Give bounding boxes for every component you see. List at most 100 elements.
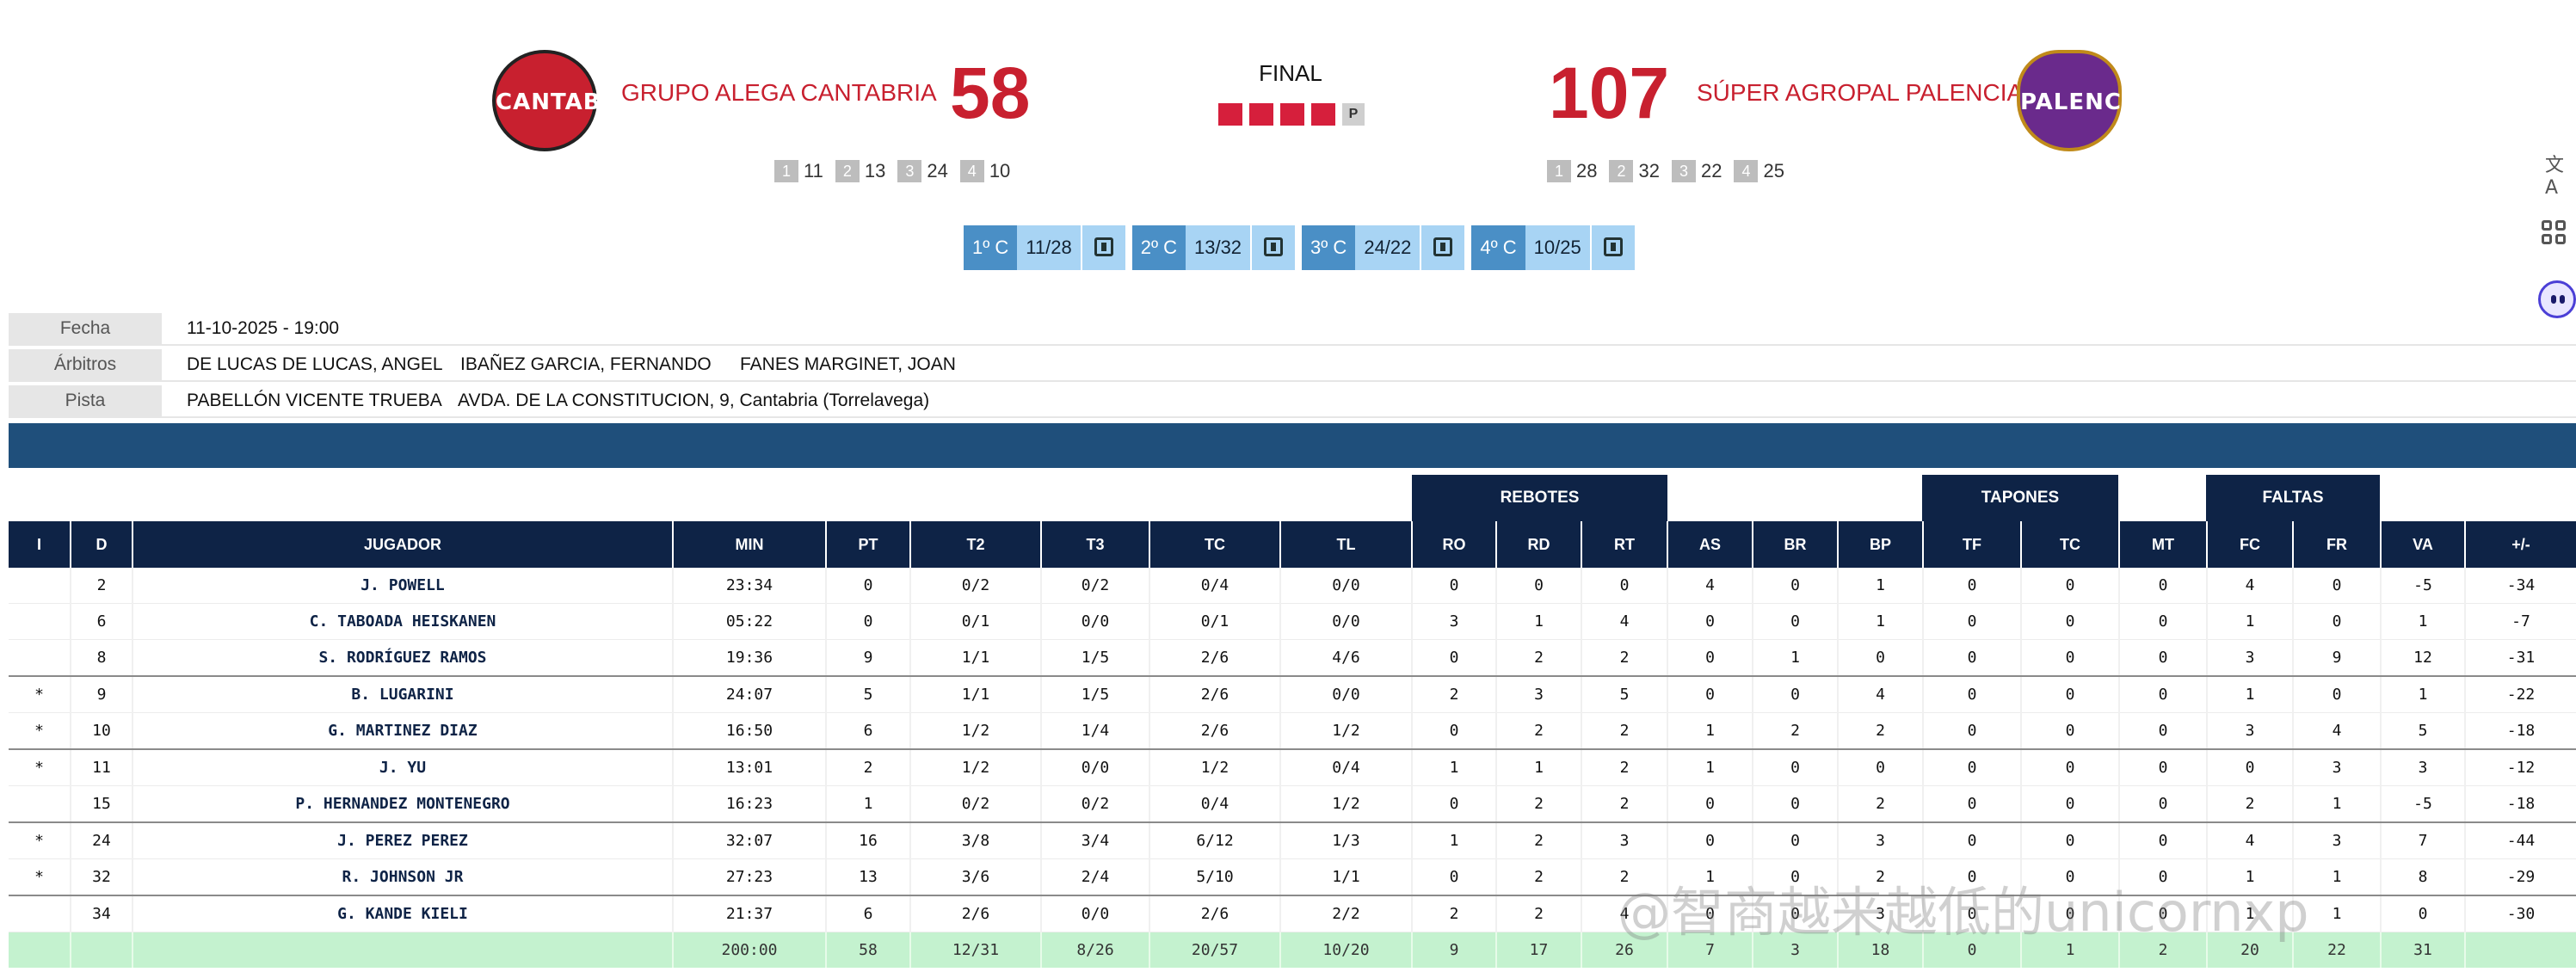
download-icon[interactable]	[1250, 225, 1296, 270]
date-label: Fecha	[9, 313, 162, 344]
quarter-tab-score[interactable]: 13/32	[1185, 225, 1251, 270]
column-header[interactable]: FC	[2206, 521, 2293, 568]
column-header[interactable]: TC	[1149, 521, 1280, 568]
table-row[interactable]: * 10 G. MARTINEZ DIAZ 16:50 6 1/2 1/4 2/6 1/2 0 2 2…	[9, 712, 2576, 750]
column-header[interactable]: D	[70, 521, 132, 568]
table-cell: 2/6	[909, 895, 1041, 932]
column-header[interactable]: +/-	[2464, 521, 2576, 568]
table-cell: 1/3	[1279, 822, 1412, 859]
table-cell: 0	[1667, 822, 1753, 859]
table-cell: 1	[2206, 895, 2293, 932]
quarter-tab-2[interactable]: 2º C 13/32	[1131, 225, 1296, 270]
quarter-tab-1[interactable]: 1º C 11/28	[964, 225, 1125, 270]
table-cell: 0	[1667, 639, 1753, 677]
quarter-number: 4	[959, 160, 984, 182]
column-header[interactable]: BP	[1837, 521, 1923, 568]
player-name[interactable]: G. KANDE KIELI	[132, 895, 673, 932]
away-team-name[interactable]: SÚPER AGROPAL PALENCIA	[1697, 79, 2024, 106]
quarter-tab-label[interactable]: 2º C	[1131, 225, 1186, 270]
home-team-name[interactable]: GRUPO ALEGA CANTABRIA	[621, 79, 937, 106]
table-cell: 0	[2020, 603, 2119, 640]
column-header[interactable]: RO	[1411, 521, 1496, 568]
table-row[interactable]: 34 G. KANDE KIELI 21:37 6 2/6 0/0 2/6 2/2 2 2 4 0 0 3…	[9, 895, 2576, 932]
column-header[interactable]: RD	[1495, 521, 1581, 568]
total-cell: 17	[1495, 932, 1581, 968]
player-name[interactable]: P. HERNANDEZ MONTENEGRO	[132, 785, 673, 823]
column-header[interactable]: JUGADOR	[132, 521, 673, 568]
table-cell: 0	[2020, 712, 2119, 750]
column-header[interactable]: PT	[825, 521, 910, 568]
quarter-score: 1 11	[774, 160, 827, 182]
table-cell: 32:07	[672, 822, 826, 859]
column-header[interactable]: BR	[1752, 521, 1838, 568]
table-cell: -22	[2464, 676, 2576, 713]
player-name[interactable]: G. MARTINEZ DIAZ	[132, 712, 673, 750]
player-name[interactable]: J. YU	[132, 749, 673, 786]
table-cell: *	[9, 822, 71, 859]
column-header[interactable]: AS	[1667, 521, 1753, 568]
table-cell: 4	[2206, 822, 2293, 859]
quarter-tab-label[interactable]: 4º C	[1471, 225, 1525, 270]
table-cell: 1	[1495, 603, 1581, 640]
column-header[interactable]: I	[9, 521, 71, 568]
column-header[interactable]: MT	[2118, 521, 2207, 568]
table-row[interactable]: * 24 J. PEREZ PEREZ 32:07 16 3/8 3/4 6/12 1/3 1 2 3…	[9, 822, 2576, 859]
table-cell: 2	[1411, 676, 1496, 713]
column-header[interactable]: RT	[1581, 521, 1667, 568]
player-name[interactable]: S. RODRÍGUEZ RAMOS	[132, 639, 673, 677]
table-cell: 9	[2292, 639, 2381, 677]
player-name[interactable]: R. JOHNSON JR	[132, 858, 673, 896]
column-header[interactable]: T2	[909, 521, 1041, 568]
column-header[interactable]: MIN	[672, 521, 826, 568]
table-cell: 2	[1581, 749, 1667, 786]
table-cell: 0/2	[909, 785, 1041, 823]
download-icon[interactable]	[1080, 225, 1125, 270]
table-cell: 0	[2118, 712, 2207, 750]
column-header[interactable]: TF	[1922, 521, 2021, 568]
quarter-tab-score[interactable]: 11/28	[1017, 225, 1081, 270]
table-row[interactable]: 8 S. RODRÍGUEZ RAMOS 19:36 9 1/1 1/5 2/6 4/6 0 2 2…	[9, 639, 2576, 677]
quarter-tab-label[interactable]: 3º C	[1302, 225, 1356, 270]
table-cell: 1	[2292, 785, 2381, 823]
table-row[interactable]: * 32 R. JOHNSON JR 27:23 13 3/6 2/4 5/10 1/1 0 2 2 1…	[9, 858, 2576, 896]
column-header[interactable]: TL	[1279, 521, 1412, 568]
column-header[interactable]: FR	[2292, 521, 2381, 568]
apps-grid-icon[interactable]	[2538, 217, 2576, 255]
player-name[interactable]: J. POWELL	[132, 568, 673, 604]
home-team-logo: CANTABRIA	[492, 50, 645, 151]
table-cell: 0	[2292, 676, 2381, 713]
quarter-tab-score[interactable]: 10/25	[1525, 225, 1590, 270]
quarter-tab-label[interactable]: 1º C	[964, 225, 1018, 270]
column-header[interactable]: T3	[1040, 521, 1149, 568]
table-row[interactable]: * 9 B. LUGARINI 24:07 5 1/1 1/5 2/6 0/0 2 3 5 0 0 4 0 0 0…	[9, 676, 2576, 713]
table-cell: 0	[1667, 603, 1753, 640]
table-cell: 2	[1495, 822, 1581, 859]
table-row[interactable]: 6 C. TABOADA HEISKANEN 05:22 0 0/1 0/0 0/1 0/0 3…	[9, 603, 2576, 640]
table-cell: 1/2	[1279, 785, 1412, 823]
table-row[interactable]: 15 P. HERNANDEZ MONTENEGRO 16:23 1 0/2 0/2 0/4…	[9, 785, 2576, 823]
player-name[interactable]: B. LUGARINI	[132, 676, 673, 713]
table-cell: 1/1	[909, 676, 1041, 713]
download-icon[interactable]	[1589, 225, 1635, 270]
quarter-tab-3[interactable]: 3º C 24/22	[1302, 225, 1465, 270]
total-cell: 8/26	[1040, 932, 1149, 968]
player-name[interactable]: C. TABOADA HEISKANEN	[132, 603, 673, 640]
table-cell: 0/0	[1279, 568, 1412, 604]
table-cell: 3	[2292, 749, 2381, 786]
assistant-bot-icon[interactable]	[2538, 280, 2576, 318]
table-cell: 15	[70, 785, 132, 823]
table-cell: 1	[1495, 749, 1581, 786]
quarter-score: 3 22	[1671, 160, 1725, 182]
player-name[interactable]: J. PEREZ PEREZ	[132, 822, 673, 859]
table-cell: 3	[2292, 822, 2381, 859]
table-row[interactable]: * 11 J. YU 13:01 2 1/2 0/0 1/2 0/4 1 1 2 1 0 0 0 0 0 0 3 3 -1…	[9, 749, 2576, 786]
quarter-tab-4[interactable]: 4º C 10/25	[1471, 225, 1635, 270]
download-icon[interactable]	[1420, 225, 1465, 270]
total-cell: 26	[1581, 932, 1667, 968]
column-header[interactable]: TC	[2020, 521, 2119, 568]
period-square-4	[1311, 103, 1335, 126]
translate-icon[interactable]: 文A	[2545, 155, 2565, 199]
column-header[interactable]: VA	[2380, 521, 2465, 568]
table-row[interactable]: 2 J. POWELL 23:34 0 0/2 0/2 0/4 0/0 0 0 0 4 0 1 0 0 0 4 0-…	[9, 568, 2576, 604]
quarter-tab-score[interactable]: 24/22	[1355, 225, 1420, 270]
